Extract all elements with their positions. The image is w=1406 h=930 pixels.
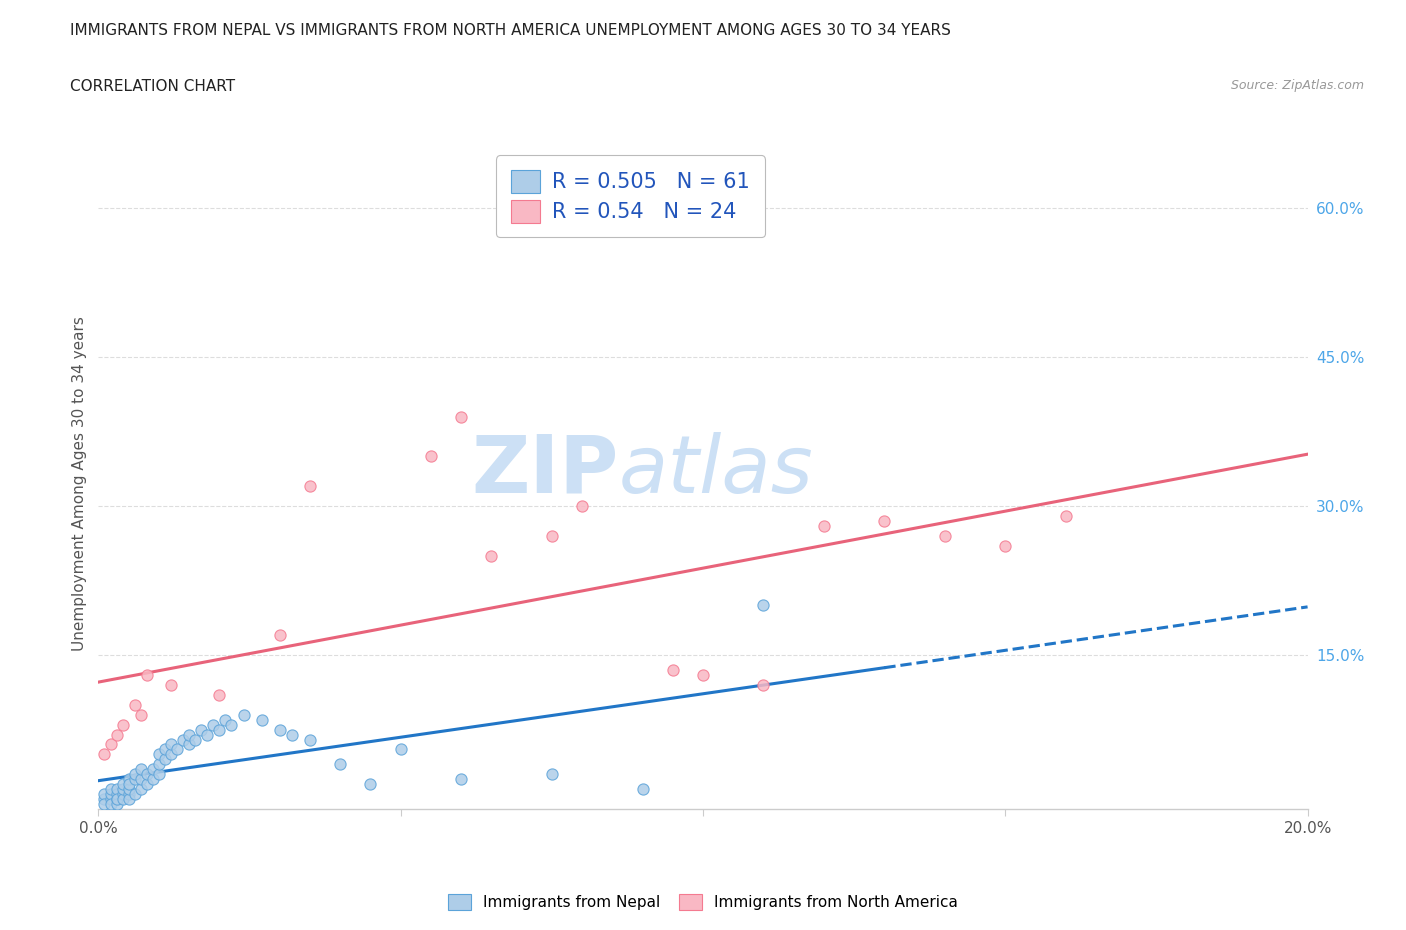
Text: atlas: atlas (619, 432, 813, 510)
Point (299, 479, 322, 494)
Point (481, 548, 503, 563)
Point (105, 791, 128, 806)
Point (100, 737, 122, 752)
Text: Source: ZipAtlas.com: Source: ZipAtlas.com (1230, 79, 1364, 92)
Point (105, 787, 128, 802)
Point (752, 677, 775, 692)
Point (934, 528, 956, 543)
Point (299, 732, 322, 747)
Text: ZIP: ZIP (471, 432, 619, 510)
Point (129, 782, 152, 797)
Point (118, 791, 141, 806)
Point (135, 767, 157, 782)
Point (250, 712, 273, 727)
Point (179, 727, 201, 742)
Point (179, 737, 201, 752)
Point (129, 772, 152, 787)
Point (166, 742, 188, 757)
Point (93, 791, 115, 806)
Text: IMMIGRANTS FROM NEPAL VS IMMIGRANTS FROM NORTH AMERICA UNEMPLOYMENT AMONG AGES 3: IMMIGRANTS FROM NEPAL VS IMMIGRANTS FROM… (70, 23, 952, 38)
Point (135, 668, 157, 683)
Point (160, 747, 183, 762)
Point (93, 747, 115, 762)
Point (148, 757, 170, 772)
Y-axis label: Unemployment Among Ages 30 to 34 years: Unemployment Among Ages 30 to 34 years (72, 316, 87, 651)
Point (172, 732, 194, 747)
Point (269, 628, 291, 643)
Point (873, 513, 896, 528)
Legend: R = 0.505   N = 61, R = 0.54   N = 24: R = 0.505 N = 61, R = 0.54 N = 24 (496, 155, 765, 237)
Point (124, 772, 146, 787)
Point (118, 772, 141, 787)
Point (195, 727, 218, 742)
Point (111, 791, 134, 806)
Point (631, 782, 654, 797)
Point (93, 797, 115, 812)
Point (135, 777, 157, 791)
Point (100, 791, 122, 806)
Point (202, 717, 225, 732)
Point (118, 787, 141, 802)
Point (1054, 509, 1077, 524)
Point (540, 528, 562, 543)
Point (124, 698, 146, 712)
Point (100, 787, 122, 802)
Point (160, 737, 183, 752)
Point (105, 782, 128, 797)
Point (142, 772, 165, 787)
Point (190, 723, 212, 737)
Point (124, 787, 146, 802)
Point (450, 772, 472, 787)
Point (124, 767, 146, 782)
Point (111, 787, 134, 802)
Point (105, 727, 128, 742)
Point (269, 723, 291, 737)
Point (208, 723, 231, 737)
Point (692, 668, 714, 683)
Point (148, 767, 170, 782)
Point (752, 598, 775, 613)
Point (93, 787, 115, 802)
Point (208, 687, 231, 702)
Point (214, 712, 236, 727)
Point (389, 742, 412, 757)
Point (232, 707, 254, 722)
Point (662, 662, 685, 677)
Point (994, 538, 1017, 553)
Point (450, 409, 472, 424)
Point (540, 767, 562, 782)
Point (329, 757, 352, 772)
Point (129, 707, 152, 722)
Point (118, 782, 141, 797)
Legend: Immigrants from Nepal, Immigrants from North America: Immigrants from Nepal, Immigrants from N… (440, 886, 966, 918)
Point (153, 752, 176, 767)
Point (129, 762, 152, 777)
Point (142, 762, 165, 777)
Point (118, 777, 141, 791)
Point (571, 498, 593, 513)
Point (100, 797, 122, 812)
Point (148, 747, 170, 762)
Point (111, 782, 134, 797)
Point (105, 797, 128, 812)
Point (160, 677, 183, 692)
Point (100, 782, 122, 797)
Point (221, 717, 243, 732)
Point (153, 742, 176, 757)
Point (111, 777, 134, 791)
Text: CORRELATION CHART: CORRELATION CHART (70, 79, 235, 94)
Point (360, 777, 382, 791)
Point (184, 732, 207, 747)
Point (813, 518, 835, 533)
Point (420, 449, 443, 464)
Point (111, 717, 134, 732)
Point (105, 791, 128, 806)
Point (281, 727, 304, 742)
